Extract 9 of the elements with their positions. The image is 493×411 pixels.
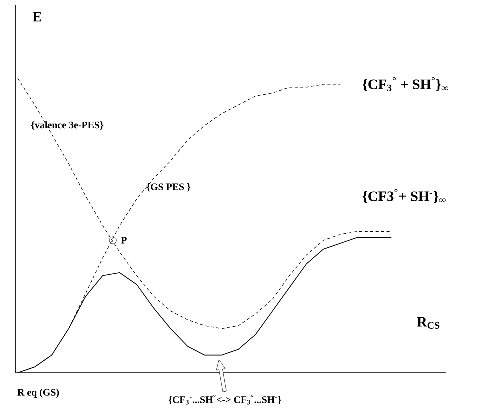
annotation: {CF3$^{°}$+ SH$^{-}$}$_{∞}$ [362,189,446,204]
x-axis-title: R$_{CS}$ [417,317,440,329]
text: {CF$_{3}$$^{-}$...SH$^{°}$<-> CF$_{3}$$^{°}$...SH$^{-}$} [168,394,282,405]
annotation: {GS PES } [146,183,191,192]
annotation: {valence 3e-PES} [31,122,104,130]
y-axis-title: E [32,12,42,22]
annotation: {CF$_{3}$$^{°}$ + SH$^{°}$}$_{∞}$ [362,77,448,92]
text: R eq (GS) [18,388,60,398]
annotation: P [121,237,127,244]
